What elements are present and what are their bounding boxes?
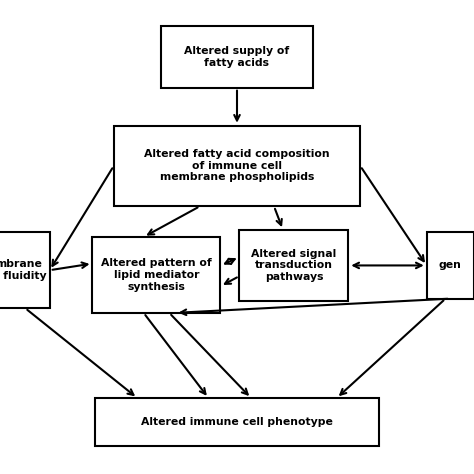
FancyBboxPatch shape: [427, 232, 474, 299]
FancyBboxPatch shape: [0, 232, 50, 308]
Text: Altered immune cell phenotype: Altered immune cell phenotype: [141, 417, 333, 427]
FancyBboxPatch shape: [114, 126, 360, 206]
Text: Altered pattern of
lipid mediator
synthesis: Altered pattern of lipid mediator synthe…: [101, 258, 212, 292]
Text: Altered signal
transduction
pathways: Altered signal transduction pathways: [251, 249, 337, 282]
Text: Altered supply of
fatty acids: Altered supply of fatty acids: [184, 46, 290, 68]
Text: gen: gen: [439, 260, 462, 271]
FancyBboxPatch shape: [239, 230, 348, 301]
Text: mbrane
a fluidity: mbrane a fluidity: [0, 259, 46, 281]
FancyBboxPatch shape: [95, 398, 379, 446]
FancyBboxPatch shape: [92, 237, 220, 313]
Text: Altered fatty acid composition
of immune cell
membrane phospholipids: Altered fatty acid composition of immune…: [144, 149, 330, 182]
FancyBboxPatch shape: [161, 26, 313, 88]
